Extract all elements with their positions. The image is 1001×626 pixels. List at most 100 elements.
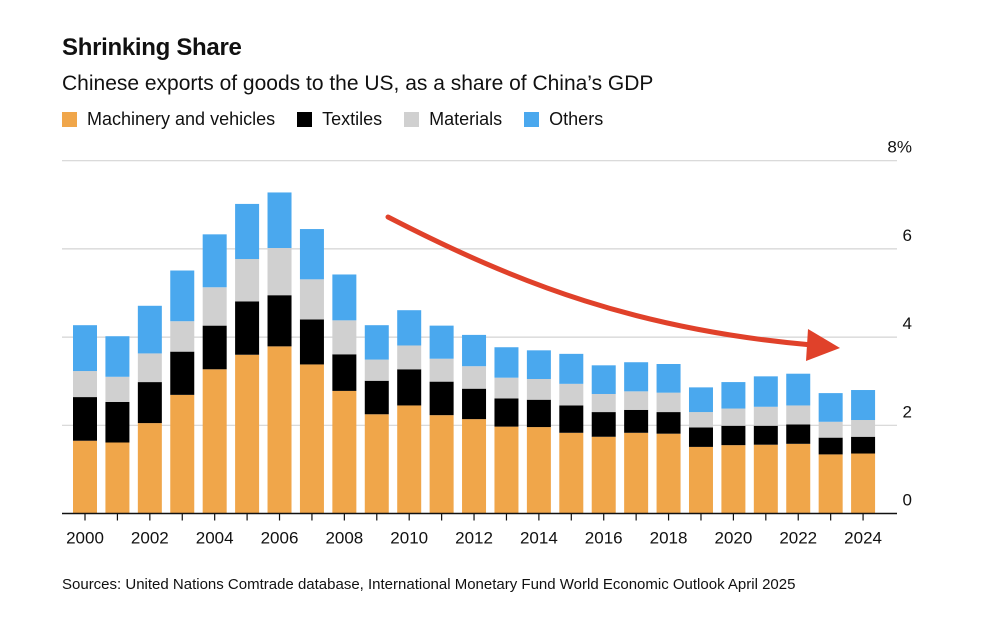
bar-segment-others [526,350,551,379]
bar-segment-others [235,203,260,260]
bar-segment-textiles [559,405,584,433]
bar-segment-textiles [494,398,519,427]
bar-segment-materials [786,405,811,425]
bar-segment-others [688,387,713,413]
bar-segment-materials [591,393,616,413]
bar-segment-materials [462,366,487,389]
legend-swatch [62,112,77,127]
source-note: Sources: United Nations Comtrade databas… [62,576,796,593]
bar-segment-textiles [818,437,843,455]
bar-segment-textiles [299,319,324,365]
bar-segment-others [299,229,324,280]
bar-segment-machinery-and-vehicles [591,436,616,514]
legend-swatch [297,112,313,127]
bar-segment-machinery-and-vehicles [753,444,778,514]
bar-segment-machinery-and-vehicles [397,405,422,514]
bar-segment-materials [202,287,227,326]
axes: 0 2 4 6 8% 2000 2002 2004 2006 2008 2010 2012 2014 20… [62,138,912,548]
bar-segment-materials [851,420,876,437]
bar-segment-machinery-and-vehicles [299,364,324,514]
x-tick-label: 2006 [261,529,299,548]
bar-segment-materials [753,406,778,426]
legend: Machinery and vehicles Textiles Material… [62,109,603,130]
bar-segment-textiles [332,354,357,391]
bar-segment-textiles [591,412,616,437]
bar-segment-materials [105,376,130,402]
bar-segment-others [364,325,389,360]
bar-segment-materials [235,259,260,302]
bar-segment-machinery-and-vehicles [786,443,811,514]
legend-item-machinery: Machinery and vehicles [62,109,275,130]
trend-arrow [385,214,840,361]
bar-segment-textiles [267,295,292,347]
bar-segment-textiles [202,325,227,370]
bar-segment-materials [559,383,584,406]
x-tick-label: 2020 [714,529,752,548]
trend-arrow-head [806,329,840,361]
bar-segment-machinery-and-vehicles [364,414,389,514]
bar-segment-machinery-and-vehicles [235,354,260,514]
y-tick-label: 4 [903,314,912,333]
bar-segment-textiles [462,388,487,420]
bar-segment-machinery-and-vehicles [721,445,746,514]
trend-arrow-line [385,214,815,348]
bar-segment-materials [429,358,454,382]
bar-segment-others [137,305,162,354]
bar-segment-others [818,393,843,422]
x-tick-label: 2004 [196,529,234,548]
bar-segment-machinery-and-vehicles [267,346,292,514]
legend-label: Others [549,109,604,129]
legend-label: Textiles [322,109,383,129]
bar-segment-machinery-and-vehicles [105,442,130,514]
bar-segment-machinery-and-vehicles [818,454,843,514]
bar-segment-machinery-and-vehicles [624,432,649,514]
legend-swatch [404,112,420,127]
bar-segment-materials [688,412,713,428]
bar-segment-others [559,353,584,384]
bar-segment-materials [364,359,389,381]
bar-segment-machinery-and-vehicles [688,446,713,514]
x-tick-label: 2010 [390,529,428,548]
bar-segment-textiles [429,381,454,416]
bar-segment-textiles [656,412,681,434]
x-tick-label: 2000 [66,529,104,548]
bar-segment-materials [170,321,195,352]
bar-segment-machinery-and-vehicles [526,427,551,514]
legend-item-textiles: Textiles [297,109,382,130]
bar-segment-textiles [624,409,649,433]
bar-segment-textiles [851,436,876,454]
bar-segment-textiles [688,427,713,447]
bar-segment-materials [73,371,97,398]
bar-segment-machinery-and-vehicles [851,453,876,514]
bar-segment-textiles [105,401,130,443]
bar-segment-textiles [526,399,551,428]
bar-segment-others [753,376,778,407]
bar-segment-materials [299,279,324,320]
bar-segment-others [851,390,876,421]
bar-segment-textiles [364,380,389,415]
legend-item-materials: Materials [404,109,502,130]
bar-segment-machinery-and-vehicles [73,440,97,514]
bars [73,192,876,514]
bar-segment-textiles [786,424,811,444]
x-tick-label: 2002 [131,529,169,548]
bar-segment-textiles [235,301,260,355]
chart-title: Shrinking Share [62,34,242,61]
bar-segment-textiles [137,382,162,424]
bar-segment-others [397,310,422,346]
legend-item-others: Others [524,109,603,130]
bar-segment-textiles [397,369,422,406]
bar-segment-others [462,334,487,367]
bar-segment-machinery-and-vehicles [332,390,357,514]
bar-segment-machinery-and-vehicles [202,369,227,514]
bar-segment-machinery-and-vehicles [429,415,454,514]
bar-segment-others [202,234,227,288]
bar-segment-textiles [721,425,746,446]
legend-label: Materials [429,109,503,129]
bar-segment-textiles [73,397,97,441]
bar-segment-others [105,336,130,377]
x-tick-label: 2008 [325,529,363,548]
bar-segment-materials [137,353,162,383]
bar-segment-others [624,362,649,392]
